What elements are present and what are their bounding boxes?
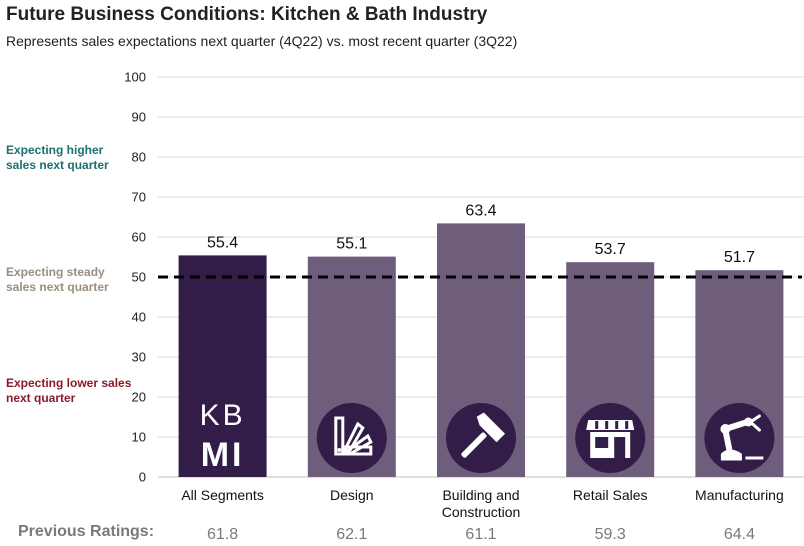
data-labels: 55.4 55.1 63.4 53.7 51.7 — [207, 202, 755, 266]
label-expecting-lower: Expecting lower sales next quarter — [6, 376, 132, 405]
category-label: Construction — [442, 504, 521, 520]
data-label: 53.7 — [595, 241, 626, 258]
category-label: Design — [330, 487, 374, 503]
data-label: 55.4 — [207, 234, 238, 251]
previous-rating-value: 61.8 — [207, 526, 238, 543]
y-tick-label: 40 — [132, 310, 146, 325]
color-swatch-icon — [316, 403, 387, 473]
kbmi-logo: KB MI — [200, 399, 246, 474]
bar — [178, 255, 267, 477]
y-tick-label: 60 — [132, 230, 146, 245]
y-tick-label: 80 — [132, 150, 146, 165]
data-label: 51.7 — [724, 249, 755, 266]
previous-rating-value: 64.4 — [724, 526, 755, 543]
label-expecting-higher: Expecting higher sales next quarter — [6, 143, 109, 172]
y-tick-label: 100 — [124, 70, 146, 85]
data-label: 63.4 — [465, 202, 496, 219]
y-tick-label: 90 — [132, 110, 146, 125]
y-tick-label: 30 — [132, 350, 146, 365]
category-label: Building and — [442, 487, 519, 503]
storefront-icon — [575, 403, 646, 473]
segment-icons: KB MI — [200, 399, 775, 474]
robot-arm-icon — [704, 403, 775, 473]
label-expecting-steady: Expecting steady sales next quarter — [6, 265, 109, 294]
previous-rating-value: 62.1 — [336, 526, 367, 543]
chart-subtitle: Represents sales expectations next quart… — [6, 33, 518, 49]
category-label: Retail Sales — [573, 487, 648, 503]
y-tick-label: 70 — [132, 190, 146, 205]
y-tick-label: 50 — [132, 270, 146, 285]
hammer-icon — [446, 403, 516, 473]
chart-title: Future Business Conditions: Kitchen & Ba… — [6, 4, 488, 25]
previous-ratings-title: Previous Ratings: — [18, 523, 155, 540]
y-tick-label: 20 — [132, 390, 146, 405]
data-label: 55.1 — [336, 236, 367, 253]
y-tick-label: 10 — [132, 430, 146, 445]
logo-text-bottom: MI — [201, 436, 245, 474]
previous-rating-value: 59.3 — [595, 526, 626, 543]
category-labels: All Segments Design Building andConstructi… — [181, 487, 783, 520]
category-label: Manufacturing — [695, 487, 784, 503]
y-tick-label: 0 — [139, 470, 146, 485]
category-label: All Segments — [181, 487, 263, 503]
previous-ratings-values: 61.8 62.1 61.1 59.3 64.4 — [207, 526, 755, 543]
previous-rating-value: 61.1 — [465, 526, 496, 543]
logo-text-top: KB — [200, 399, 246, 432]
